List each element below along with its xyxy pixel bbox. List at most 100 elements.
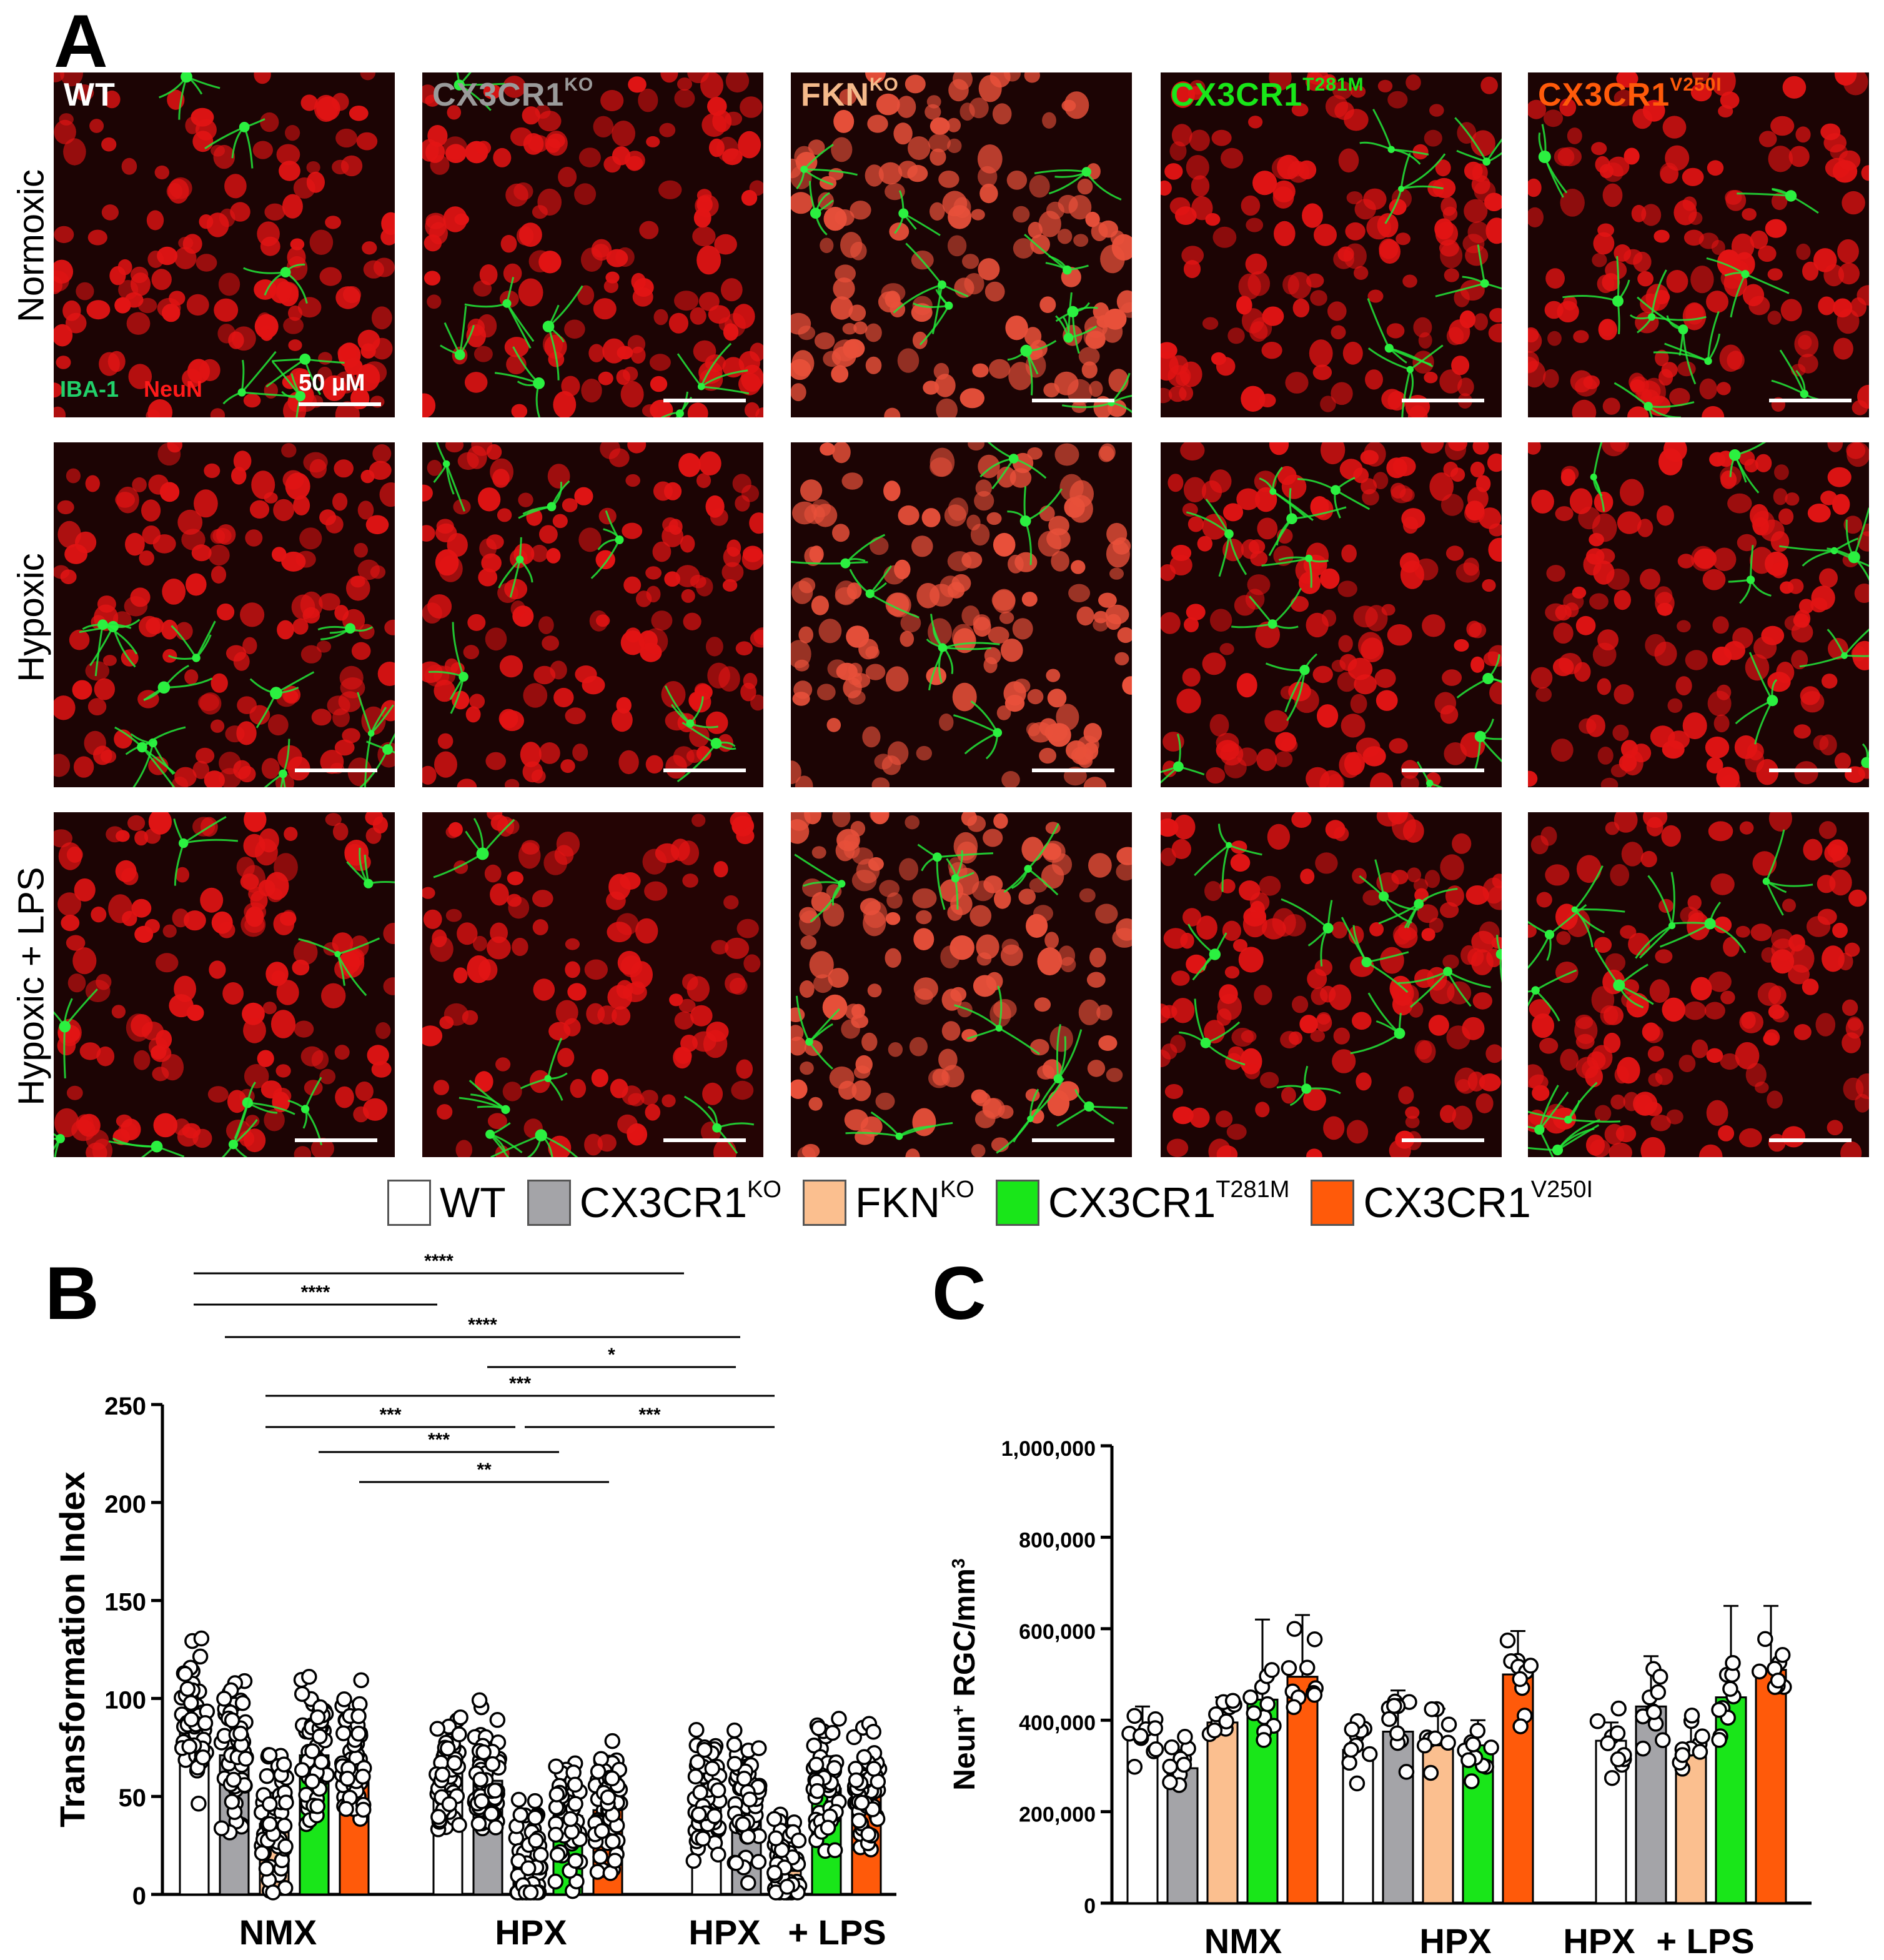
data-point: [547, 1873, 563, 1890]
data-point: [826, 1842, 843, 1859]
data-point: [1286, 1621, 1303, 1637]
data-point: [1774, 1647, 1791, 1663]
data-point: [1604, 1769, 1620, 1786]
data-point: [192, 1648, 209, 1665]
data-point: [261, 1816, 278, 1833]
data-point: [312, 1728, 328, 1744]
micrograph-column-title: CX3CR1KO: [432, 74, 594, 113]
y-axis-label: Neun+ RGC/mm3: [948, 1558, 981, 1791]
data-point: [309, 1798, 325, 1814]
data-point: [685, 1853, 702, 1869]
data-point: [1416, 1737, 1433, 1754]
micrograph-column-title: CX3CR1V250I: [1538, 74, 1722, 113]
data-point: [1440, 1734, 1456, 1751]
scale-bar: [663, 399, 746, 402]
data-point: [1398, 1764, 1415, 1780]
data-point: [1218, 1713, 1234, 1729]
data-point: [735, 1816, 751, 1833]
data-point: [1176, 1756, 1192, 1773]
legend-label-fkn-ko: FKNKO: [855, 1176, 974, 1226]
micrograph-r1-c3: FKNKO: [791, 72, 1132, 417]
data-point: [261, 1747, 278, 1763]
bar: [1715, 1696, 1747, 1904]
data-point: [339, 1771, 356, 1787]
data-point: [1610, 1700, 1627, 1717]
bar: [1206, 1721, 1239, 1904]
data-point: [696, 1741, 713, 1758]
data-point: [1757, 1631, 1773, 1648]
y-tick-label: 100: [104, 1686, 146, 1714]
data-point: [224, 1712, 240, 1729]
data-point: [294, 1762, 310, 1778]
panel-b-letter: B: [45, 1251, 99, 1335]
data-point: [779, 1879, 795, 1895]
data-point: [736, 1771, 753, 1787]
data-point: [1645, 1704, 1662, 1720]
data-point: [691, 1806, 707, 1823]
bar: [1342, 1749, 1374, 1904]
data-point: [831, 1711, 847, 1727]
significance-label: ***: [638, 1405, 660, 1425]
data-point: [520, 1860, 537, 1876]
data-point: [726, 1722, 743, 1739]
legend-item-cx3cr1-v250i: CX3CR1V250I: [1311, 1178, 1593, 1226]
data-point: [866, 1761, 882, 1777]
scale-bar: [1402, 769, 1484, 772]
stain-label-iba1: IBA-1: [60, 376, 119, 402]
data-point: [510, 1791, 527, 1808]
micrograph-r2-c1: [54, 442, 395, 787]
y-tick-label: 200,000: [1019, 1803, 1096, 1827]
data-point: [695, 1831, 711, 1847]
data-point: [232, 1725, 249, 1742]
data-point: [726, 1736, 743, 1753]
legend-item-cx3cr1-ko: CX3CR1KO: [527, 1178, 781, 1226]
significance-label: ***: [428, 1430, 450, 1450]
data-point: [593, 1751, 609, 1767]
data-point: [1389, 1725, 1406, 1741]
data-point: [1692, 1744, 1708, 1760]
y-tick-label: 0: [1084, 1894, 1096, 1918]
data-point: [846, 1729, 862, 1746]
data-point: [304, 1743, 320, 1759]
data-point: [470, 1816, 487, 1832]
data-point: [1126, 1708, 1143, 1724]
data-point: [1343, 1741, 1359, 1758]
data-point: [1609, 1725, 1626, 1741]
scale-bar: [1032, 399, 1114, 402]
data-point: [1440, 1716, 1457, 1733]
micrograph-r3-c2: [422, 812, 763, 1157]
y-tick-label: 600,000: [1019, 1620, 1096, 1644]
x-group-label: HPX: [688, 1913, 760, 1952]
data-point: [213, 1820, 230, 1836]
data-point: [1610, 1751, 1627, 1768]
scale-bar: [299, 402, 381, 406]
data-point: [471, 1692, 488, 1709]
data-point: [1206, 1722, 1223, 1739]
data-point: [790, 1832, 807, 1849]
data-point: [1306, 1686, 1323, 1703]
data-point: [1349, 1775, 1366, 1792]
legend-swatch-cx3cr1-ko: [527, 1180, 571, 1226]
bar: [1635, 1705, 1667, 1904]
legend-item-wt: WT: [387, 1180, 506, 1226]
data-point: [706, 1808, 723, 1824]
data-point: [309, 1709, 326, 1726]
scale-bar: [1032, 769, 1114, 772]
data-point: [512, 1807, 529, 1823]
panel-a-letter: A: [54, 0, 108, 83]
chart-b: 0 50 100 150 200 250 Transformation Index NMX HP…: [52, 1251, 896, 1952]
data-point: [1650, 1684, 1667, 1701]
data-point: [549, 1846, 566, 1863]
data-point: [870, 1773, 886, 1790]
scale-label: 50 µM: [299, 370, 365, 396]
data-point: [1725, 1654, 1741, 1671]
data-point: [193, 1630, 210, 1647]
data-point: [1381, 1711, 1397, 1728]
data-point: [808, 1756, 825, 1773]
data-point: [472, 1771, 488, 1788]
x-group-label: HPX: [495, 1913, 567, 1952]
micrograph-r3-c4: [1161, 812, 1502, 1157]
significance-label: **: [477, 1460, 492, 1480]
data-point: [430, 1809, 447, 1825]
data-point: [1306, 1631, 1323, 1648]
